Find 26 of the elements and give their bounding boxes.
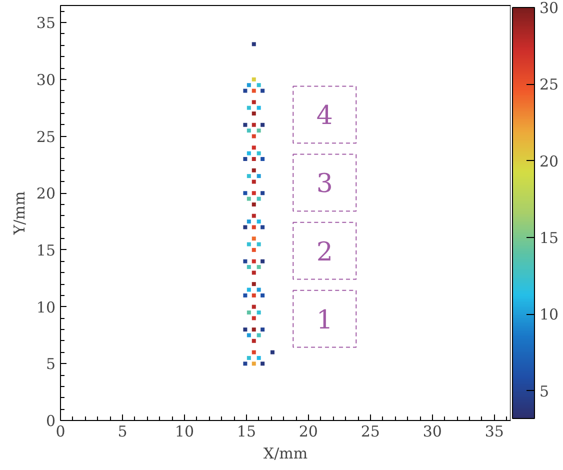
color-bar-label: 5 (540, 382, 550, 400)
y-tick-label: 25 (36, 128, 56, 146)
color-bar-label: 25 (540, 76, 559, 94)
color-bar-label: 20 (540, 152, 559, 170)
y-tick-label: 15 (36, 241, 56, 260)
x-tick-label: 35 (484, 422, 504, 440)
annotation: 4 (316, 101, 333, 132)
annotation: 1 (316, 305, 333, 336)
x-tick-label: 25 (360, 422, 380, 440)
color-bar-label: 30 (540, 0, 559, 17)
color-bar-label: 15 (540, 229, 559, 248)
y-tick-label: 35 (36, 14, 56, 32)
x-tick-label: 30 (422, 422, 442, 440)
annotation: 3 (316, 169, 333, 200)
y-tick-label: 20 (36, 184, 56, 203)
x-axis-title: X/mm (263, 444, 308, 462)
annotation: 2 (316, 237, 333, 268)
y-axis-title: Y/mm (10, 191, 28, 236)
y-tick-label: 10 (36, 298, 56, 316)
x-tick-label: 20 (298, 422, 318, 440)
color-bar-label: 10 (540, 306, 559, 324)
x-tick-label: 10 (174, 422, 194, 440)
y-tick-label: 30 (36, 70, 56, 89)
y-tick-label: 5 (46, 355, 56, 374)
x-tick-label: 15 (236, 422, 256, 440)
x-tick-label: 5 (118, 422, 128, 440)
